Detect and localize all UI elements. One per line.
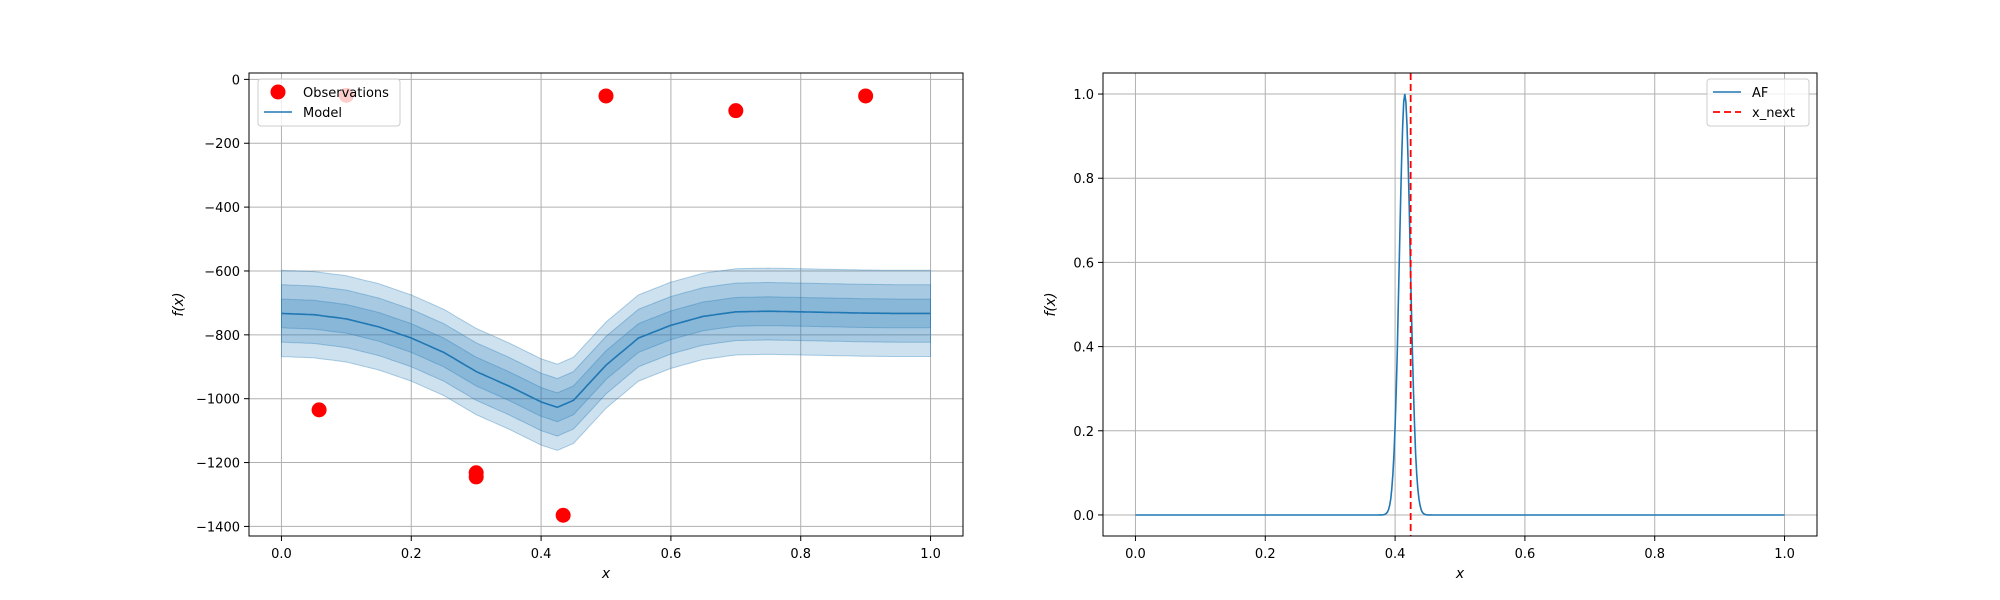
x-tick-label: 0.0 <box>271 547 292 562</box>
y-tick-label: 0 <box>232 73 240 88</box>
x-tick-label: 0.2 <box>1255 547 1276 562</box>
y-tick-label: 0.0 <box>1073 509 1094 524</box>
y-tick-label: 0.4 <box>1073 341 1094 356</box>
y-tick-label: −200 <box>204 137 240 152</box>
x-tick-label: 0.2 <box>401 547 422 562</box>
x-tick-label: 1.0 <box>920 547 941 562</box>
legend-af-label: AF <box>1752 86 1768 101</box>
x-tick-label: 0.4 <box>531 547 552 562</box>
model-mean-line <box>281 310 931 409</box>
legend: Observations Model <box>257 78 401 127</box>
observation-point <box>598 88 614 104</box>
y-tick-label: −600 <box>204 265 240 280</box>
af-line <box>1135 93 1785 516</box>
legend: AF x_next <box>1706 78 1810 127</box>
acquisition-panel: 0.0 0.2 0.4 0.6 0.8 1.0 0.0 0.2 0.4 0.6 0.8 1.0 x f(x… <box>1043 72 1818 582</box>
y-tick-label: −1200 <box>196 457 240 472</box>
confidence-band <box>281 282 931 437</box>
x-tick-label: 0.8 <box>1644 547 1665 562</box>
y-tick-label: −800 <box>204 329 240 344</box>
legend-box <box>257 78 401 127</box>
x-tick-label: 1.0 <box>1774 547 1795 562</box>
legend-observations-marker <box>270 84 286 100</box>
legend-x-next-label: x_next <box>1752 106 1795 121</box>
x-tick-label: 0.6 <box>1515 547 1536 562</box>
y-tick-label: −1000 <box>196 393 240 408</box>
legend-observations-label: Observations <box>303 86 389 101</box>
observation-point <box>858 88 874 104</box>
y-axis-label: f(x) <box>1043 292 1059 316</box>
y-axis-label: f(x) <box>171 292 187 316</box>
legend-box <box>1706 78 1810 127</box>
confidence-band <box>281 267 931 451</box>
axes-frame <box>1102 72 1818 537</box>
axes-frame <box>248 72 964 537</box>
x-tick-label: 0.6 <box>661 547 682 562</box>
observation-point <box>728 103 744 119</box>
x-tick-label: 0.0 <box>1125 547 1146 562</box>
y-tick-label: 0.6 <box>1073 256 1094 271</box>
confidence-band <box>281 296 931 423</box>
y-tick-label: −400 <box>204 201 240 216</box>
y-tick-label: −1400 <box>196 520 240 535</box>
y-tick-label: 1.0 <box>1073 88 1094 103</box>
x-tick-label: 0.8 <box>790 547 811 562</box>
x-axis-label: x <box>601 566 611 582</box>
observation-point <box>311 402 327 418</box>
observation-point <box>555 507 571 523</box>
observation-point <box>468 469 484 485</box>
model-panel: 0.0 0.2 0.4 0.6 0.8 1.0 0 −200 −400 −600 −800 −1000… <box>171 72 964 582</box>
y-tick-label: 0.2 <box>1073 425 1094 440</box>
y-tick-label: 0.8 <box>1073 172 1094 187</box>
x-tick-label: 0.4 <box>1385 547 1406 562</box>
legend-model-label: Model <box>303 106 342 121</box>
x-axis-label: x <box>1455 566 1465 582</box>
